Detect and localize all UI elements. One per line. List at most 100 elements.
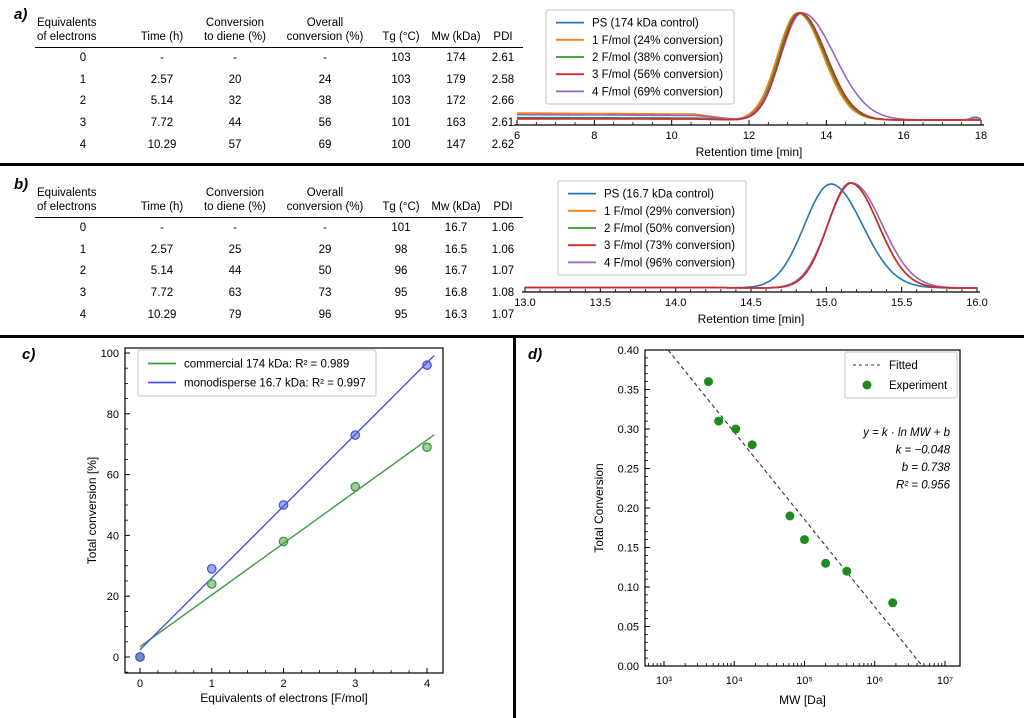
- data-point: [821, 558, 831, 568]
- plot-box: [124, 347, 444, 674]
- table-cell: -: [323, 52, 327, 64]
- gpc-curve: [517, 12, 981, 121]
- data-point: [704, 377, 714, 387]
- tick-label: 18: [975, 130, 987, 142]
- divider-ab: [0, 163, 1024, 166]
- table-cell: 179: [446, 73, 466, 86]
- table-row: 2 5.14 32 38 103 172 2.66: [35, 91, 523, 113]
- data-point: [888, 598, 898, 608]
- tick-label: 12: [743, 130, 755, 142]
- table-cell: 56: [318, 117, 332, 130]
- column-header: Conversion to diene (%): [193, 16, 277, 48]
- tick-label: 16: [898, 130, 910, 142]
- legend-swatch-experiment: [862, 380, 872, 390]
- table-cell: 3: [79, 117, 87, 130]
- table-cell: 2: [79, 265, 87, 278]
- legend-entry: 3 F/mol (56% conversion): [592, 69, 723, 81]
- table-cell: 1.06: [491, 243, 515, 256]
- table-cell: 95: [394, 287, 408, 300]
- tick-label: 1: [209, 678, 215, 690]
- legend-entry: Experiment: [889, 380, 948, 392]
- table-cell: -: [160, 52, 164, 64]
- table-cell: -: [160, 222, 164, 234]
- column-header: Tg (°C): [373, 186, 429, 218]
- table-cell: 7.72: [150, 117, 174, 130]
- table-cell: 44: [228, 265, 242, 278]
- table-cell: 2.66: [491, 95, 515, 108]
- data-point: [747, 440, 757, 450]
- data-point: [278, 536, 289, 547]
- table-cell: 172: [446, 95, 466, 108]
- tick-label: 16.0: [966, 297, 987, 309]
- table-cell: 0: [79, 222, 87, 234]
- table-cell: 2.57: [150, 243, 174, 256]
- table-cell: 73: [318, 287, 332, 300]
- data-point: [206, 579, 217, 589]
- table-row: 3 7.72 44 56 101 163 2.61: [35, 113, 523, 135]
- table-cell: 7.72: [150, 287, 174, 300]
- divider-b-bottom: [0, 335, 1024, 338]
- table-cell: 2.62: [491, 138, 515, 151]
- table-cell: 95: [394, 308, 408, 321]
- table-cell: 2.57: [150, 73, 174, 86]
- legend-box: [137, 349, 377, 397]
- table-cell: 147: [446, 138, 466, 151]
- tick-label: 14: [820, 130, 832, 142]
- legend-entry: 3 F/mol (73% conversion): [604, 240, 735, 252]
- table-cell: 96: [394, 265, 408, 278]
- table-cell: 96: [318, 308, 332, 321]
- table-cell: 2.61: [491, 52, 515, 64]
- tick-label: 80: [107, 409, 119, 421]
- column-header: Time (h): [131, 186, 193, 218]
- legend-box: [545, 9, 735, 105]
- data-point: [785, 511, 795, 521]
- tick-label: 20: [107, 591, 119, 603]
- data-point: [350, 481, 361, 492]
- table-row: 4 10.29 57 69 100 147 2.62: [35, 135, 523, 157]
- data-point: [714, 416, 724, 426]
- data-point: [422, 442, 432, 453]
- tick-label: 10⁴: [726, 675, 743, 687]
- y-axis-label: Total conversion [%]: [85, 457, 99, 564]
- x-axis-label: Equivalents of electrons [F/mol]: [200, 691, 367, 705]
- tick-label: 4: [424, 678, 430, 690]
- table-cell: 101: [391, 117, 411, 130]
- table-cell: 63: [228, 287, 242, 300]
- table-cell: 16.7: [444, 222, 468, 234]
- table-cell: 1: [79, 73, 87, 86]
- column-header: Mw (kDa): [429, 186, 483, 218]
- table-cell: 1: [79, 243, 87, 256]
- table-cell: 98: [394, 243, 408, 256]
- table-cell: 5.14: [150, 95, 174, 108]
- divider-cd: [513, 338, 516, 718]
- legend-box: [844, 351, 958, 399]
- tick-label: 10³: [656, 675, 672, 687]
- tick-label: 13.5: [590, 297, 611, 309]
- legend-entry: 1 F/mol (29% conversion): [604, 206, 735, 218]
- table-cell: 1.07: [491, 265, 515, 278]
- table-cell: 10.29: [147, 308, 177, 321]
- tick-label: 0.25: [618, 464, 639, 476]
- panel-a-table: Equivalents of electrons Time (h) Conversi…: [35, 16, 523, 157]
- legend-entry: commercial 174 kDa: R² = 0.989: [184, 359, 349, 371]
- tick-label: 15.0: [816, 297, 837, 309]
- table-cell: 16.7: [444, 265, 468, 278]
- table-cell: 3: [79, 287, 87, 300]
- legend-entry: 2 F/mol (50% conversion): [604, 223, 735, 235]
- table-cell: 16.5: [444, 243, 468, 256]
- tick-label: 10⁷: [937, 675, 953, 687]
- table-cell: 29: [318, 243, 332, 256]
- table-cell: 4: [79, 308, 87, 321]
- table-cell: 103: [391, 95, 411, 108]
- tick-label: 13.0: [514, 297, 535, 309]
- legend-entry: Fitted: [889, 360, 918, 372]
- table-cell: 69: [318, 138, 332, 151]
- column-header: Equivalents of electrons: [35, 16, 131, 48]
- tick-label: 2: [280, 678, 286, 690]
- table-cell: 1.08: [491, 287, 515, 300]
- x-axis-label: Retention time [min]: [696, 145, 803, 159]
- tick-label: 8: [591, 130, 597, 142]
- table-cell: 103: [391, 52, 411, 64]
- column-header: Tg (°C): [373, 16, 429, 48]
